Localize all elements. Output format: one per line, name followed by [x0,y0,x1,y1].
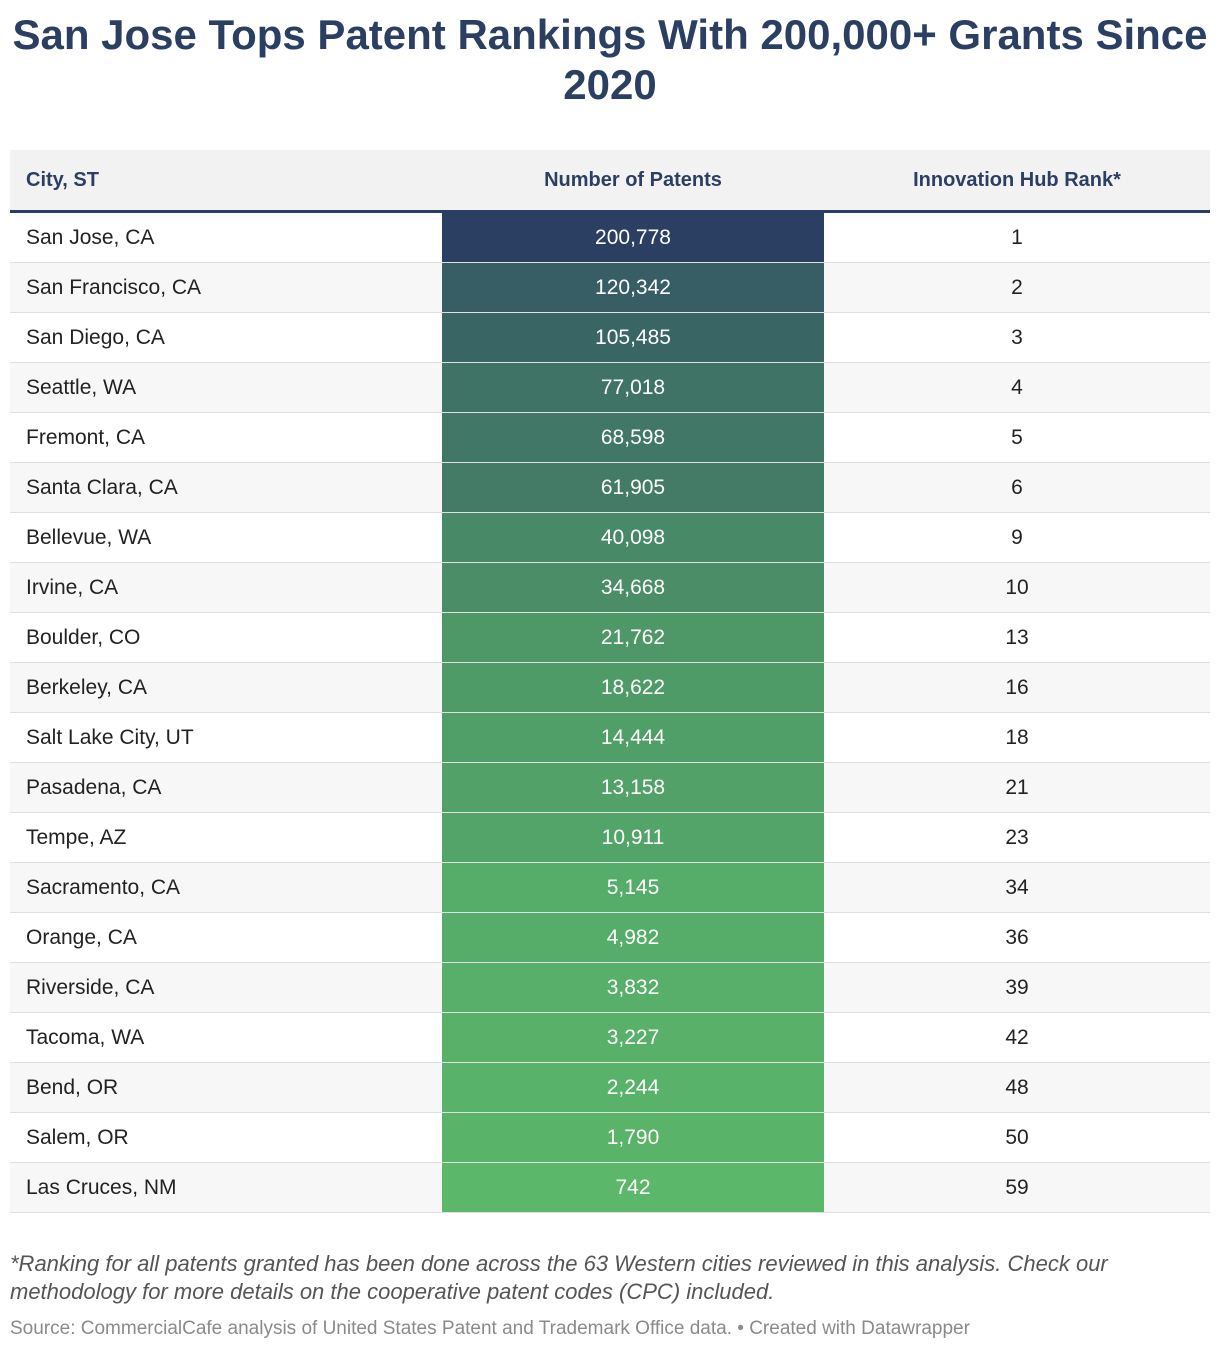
table-row: Berkeley, CA 18,622 16 [10,663,1210,713]
table-row: Las Cruces, NM 742 59 [10,1163,1210,1213]
patents-cell: 13,158 [442,763,824,812]
table-row: Irvine, CA 34,668 10 [10,563,1210,613]
table-row: San Jose, CA 200,778 1 [10,213,1210,263]
table-row: Seattle, WA 77,018 4 [10,363,1210,413]
rank-cell: 13 [1005,625,1029,649]
patents-cell: 5,145 [442,863,824,912]
patents-table: City, ST Number of Patents Innovation Hu… [10,150,1210,1213]
rank-cell: 23 [1005,825,1029,849]
city-cell: Salem, OR [26,1125,129,1149]
rank-cell: 50 [1005,1125,1029,1149]
city-cell: Seattle, WA [26,375,137,399]
city-cell: Las Cruces, NM [26,1175,177,1199]
table-row: Bend, OR 2,244 48 [10,1063,1210,1113]
city-cell: Fremont, CA [26,425,146,449]
patents-cell: 21,762 [442,613,824,662]
rank-cell: 59 [1005,1175,1029,1199]
patents-cell: 105,485 [442,313,824,362]
table-row: Fremont, CA 68,598 5 [10,413,1210,463]
table-row: Sacramento, CA 5,145 34 [10,863,1210,913]
table-body: San Jose, CA 200,778 1 San Francisco, CA 120… [10,213,1210,1213]
table-row: Pasadena, CA 13,158 21 [10,763,1210,813]
patents-cell: 40,098 [442,513,824,562]
patents-cell: 14,444 [442,713,824,762]
city-cell: Bellevue, WA [26,525,152,549]
patents-cell: 120,342 [442,263,824,312]
column-header-rank[interactable]: Innovation Hub Rank* [913,168,1121,191]
city-cell: Sacramento, CA [26,875,181,899]
rank-cell: 18 [1005,725,1029,749]
patents-cell: 77,018 [442,363,824,412]
patents-cell: 61,905 [442,463,824,512]
source-line: Source: CommercialCafe analysis of Unite… [10,1318,970,1339]
rank-cell: 3 [1011,325,1023,349]
patents-cell: 34,668 [442,563,824,612]
city-cell: Tempe, AZ [26,825,127,849]
column-header-patents[interactable]: Number of Patents [544,168,722,191]
city-cell: Orange, CA [26,925,137,949]
city-cell: San Jose, CA [26,225,155,249]
table-row: San Francisco, CA 120,342 2 [10,263,1210,313]
table-row: Orange, CA 4,982 36 [10,913,1210,963]
rank-cell: 6 [1011,475,1023,499]
rank-cell: 9 [1011,525,1023,549]
patents-cell: 3,832 [442,963,824,1012]
table-row: Tempe, AZ 10,911 23 [10,813,1210,863]
patents-cell: 18,622 [442,663,824,712]
patents-cell: 4,982 [442,913,824,962]
table-row: Tacoma, WA 3,227 42 [10,1013,1210,1063]
city-cell: Salt Lake City, UT [26,725,194,749]
rank-cell: 16 [1005,675,1029,699]
city-cell: Riverside, CA [26,975,155,999]
patents-cell: 10,911 [442,813,824,862]
rank-cell: 39 [1005,975,1029,999]
rank-cell: 1 [1011,225,1023,249]
column-header-city[interactable]: City, ST [26,168,99,191]
table-header: City, ST Number of Patents Innovation Hu… [10,150,1210,213]
rank-cell: 36 [1005,925,1029,949]
patents-cell: 1,790 [442,1113,824,1162]
table-row: Riverside, CA 3,832 39 [10,963,1210,1013]
footnote: *Ranking for all patents granted has bee… [10,1251,1108,1304]
city-cell: Boulder, CO [26,625,141,649]
city-cell: San Diego, CA [26,325,165,349]
table-row: Boulder, CO 21,762 13 [10,613,1210,663]
patents-cell: 2,244 [442,1063,824,1112]
table-row: Bellevue, WA 40,098 9 [10,513,1210,563]
rank-cell: 2 [1011,275,1023,299]
city-cell: San Francisco, CA [26,275,202,299]
city-cell: Pasadena, CA [26,775,162,799]
rank-cell: 10 [1005,575,1029,599]
city-cell: Irvine, CA [26,575,119,599]
rank-cell: 48 [1005,1075,1029,1099]
city-cell: Berkeley, CA [26,675,147,699]
patents-cell: 68,598 [442,413,824,462]
city-cell: Tacoma, WA [26,1025,145,1049]
rank-cell: 34 [1005,875,1029,899]
table-row: San Diego, CA 105,485 3 [10,313,1210,363]
city-cell: Santa Clara, CA [26,475,178,499]
table-row: Salem, OR 1,790 50 [10,1113,1210,1163]
chart-title: San Jose Tops Patent Rankings With 200,0… [12,11,1208,108]
patents-cell: 3,227 [442,1013,824,1062]
table-row: Santa Clara, CA 61,905 6 [10,463,1210,513]
rank-cell: 21 [1005,775,1029,799]
table-row: Salt Lake City, UT 14,444 18 [10,713,1210,763]
rank-cell: 5 [1011,425,1023,449]
rank-cell: 4 [1011,375,1023,399]
rank-cell: 42 [1005,1025,1029,1049]
patents-cell: 200,778 [442,213,824,262]
patents-cell: 742 [442,1163,824,1212]
city-cell: Bend, OR [26,1075,119,1099]
